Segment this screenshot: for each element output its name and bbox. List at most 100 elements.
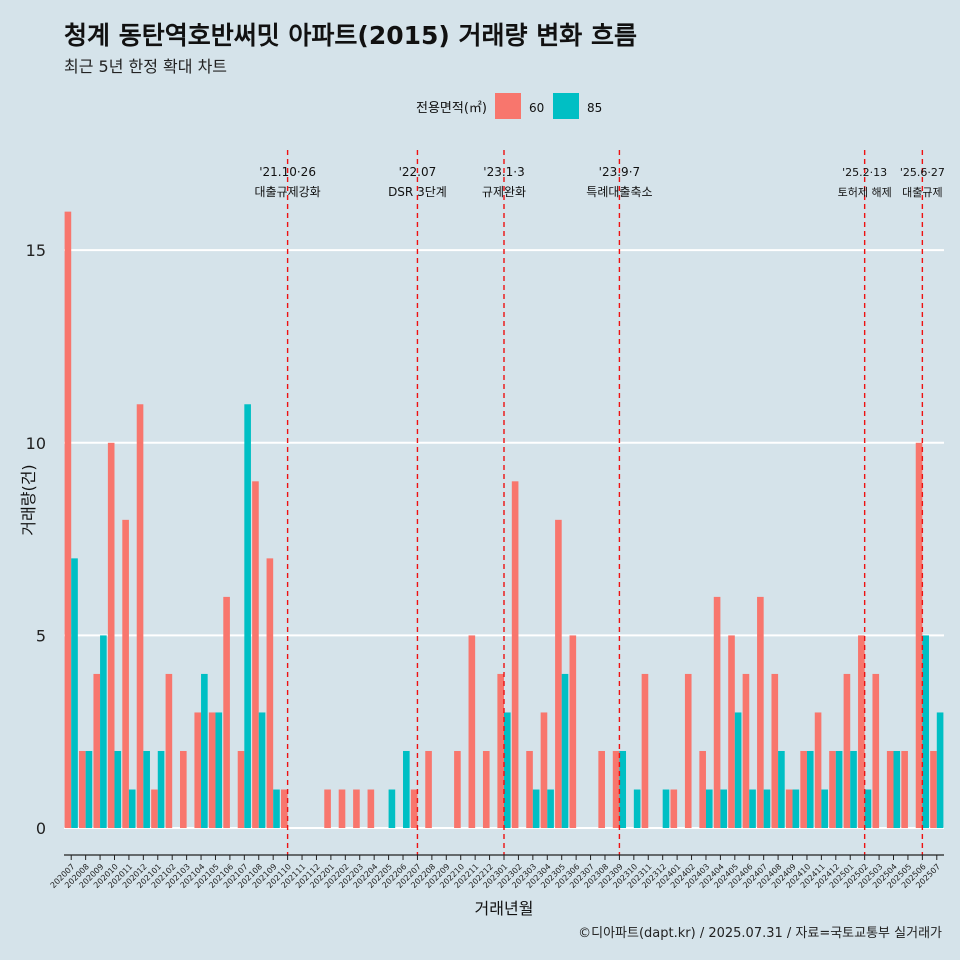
bar-85-202312 xyxy=(662,789,670,829)
legend: 전용면적(㎡) 60 85 xyxy=(416,93,602,119)
event-date: '22.07 xyxy=(399,165,437,179)
bar-60-202211 xyxy=(468,635,476,829)
bar-85-202405 xyxy=(734,712,742,829)
bar-60-202101 xyxy=(151,789,158,829)
legend-title: 전용면적(㎡) xyxy=(416,101,487,116)
bar-60-202212 xyxy=(482,750,490,829)
event-label: 규제완화 xyxy=(482,185,526,199)
bar-85-202205 xyxy=(388,789,396,829)
bar-85-202101 xyxy=(157,750,165,829)
bar-60-202401 xyxy=(670,789,678,829)
bar-85-202008 xyxy=(85,750,93,829)
bar-85-202406 xyxy=(749,789,756,829)
event-label: DSR 3단계 xyxy=(388,185,447,199)
bar-60-202311 xyxy=(641,673,649,829)
bar-60-202108 xyxy=(252,481,259,829)
bar-85-202007 xyxy=(71,558,78,829)
bar-85-202409 xyxy=(792,789,800,829)
bar-85-202504 xyxy=(893,750,901,829)
event-date: '21.10·26 xyxy=(259,165,316,179)
bar-60-202202 xyxy=(338,789,346,829)
bar-60-202008 xyxy=(79,750,86,829)
chart-subtitle: 최근 5년 한정 확대 차트 xyxy=(64,57,228,76)
legend-swatch-60 xyxy=(495,93,521,119)
bar-85-202501 xyxy=(850,750,857,829)
bar-60-202301 xyxy=(497,673,504,829)
bar-60-202402 xyxy=(684,673,692,829)
bar-85-202408 xyxy=(778,750,785,829)
bar-60-202504 xyxy=(886,750,894,829)
bar-60-202305 xyxy=(555,519,562,829)
bar-60-202412 xyxy=(829,750,836,829)
x-axis-label: 거래년월 xyxy=(475,899,534,918)
bar-60-202408 xyxy=(771,673,779,829)
bar-60-202207 xyxy=(410,789,418,829)
bar-85-202105 xyxy=(215,712,223,829)
bar-60-202109 xyxy=(266,558,274,829)
y-tick-label: 15 xyxy=(26,241,46,260)
bar-85-202502 xyxy=(864,789,872,829)
bar-60-202208 xyxy=(425,750,432,829)
bar-85-202010 xyxy=(114,750,122,829)
event-label: 특례대출축소 xyxy=(586,185,652,199)
bar-60-202010 xyxy=(107,442,115,829)
chart-title: 청계 동탄역호반써밋 아파트(2015) 거래량 변화 흐름 xyxy=(64,21,637,50)
bar-60-202106 xyxy=(223,596,230,829)
bar-60-202303 xyxy=(526,750,533,829)
bar-85-202411 xyxy=(821,789,828,829)
bar-85-202412 xyxy=(835,750,843,829)
bar-60-202505 xyxy=(901,750,908,829)
bar-85-202410 xyxy=(806,750,814,829)
bar-60-202302 xyxy=(511,481,519,829)
bar-60-202309 xyxy=(612,750,620,829)
bar-60-202107 xyxy=(237,750,245,829)
bar-60-202304 xyxy=(540,712,548,829)
bar-60-202409 xyxy=(785,789,793,829)
event-label: 대출규제 xyxy=(902,186,942,199)
event-date: '23.9·7 xyxy=(599,165,640,179)
bar-85-202206 xyxy=(403,750,410,829)
bar-60-202103 xyxy=(180,750,187,829)
event-date: '25.6·27 xyxy=(900,166,945,179)
bar-60-202210 xyxy=(454,750,461,829)
legend-label-60: 60 xyxy=(529,101,544,115)
bar-60-202406 xyxy=(742,673,750,829)
bar-85-202404 xyxy=(720,789,728,829)
y-axis-label: 거래량(건) xyxy=(19,464,38,535)
y-tick-label: 0 xyxy=(36,819,46,838)
bar-60-202009 xyxy=(93,673,101,829)
bar-85-202407 xyxy=(763,789,771,829)
bar-60-202007 xyxy=(64,211,72,829)
bar-60-202110 xyxy=(280,789,288,829)
legend-label-85: 85 xyxy=(587,101,602,115)
bar-60-202012 xyxy=(136,404,144,829)
bar-60-202203 xyxy=(353,789,360,829)
legend-swatch-85 xyxy=(553,93,579,119)
bar-85-202305 xyxy=(561,673,569,829)
bar-85-202507 xyxy=(936,712,944,829)
bar-60-202102 xyxy=(165,673,173,829)
bar-60-202407 xyxy=(757,596,764,829)
bar-85-202012 xyxy=(143,750,150,829)
bar-60-202405 xyxy=(728,635,735,829)
bar-60-202105 xyxy=(208,712,216,829)
bar-85-202011 xyxy=(128,789,136,829)
bar-60-202503 xyxy=(872,673,880,829)
bar-60-202201 xyxy=(324,789,331,829)
y-tick-label: 5 xyxy=(36,626,46,645)
event-date: '23.1·3 xyxy=(483,165,524,179)
bar-60-202404 xyxy=(713,596,721,829)
bar-85-202109 xyxy=(273,789,280,829)
bar-85-202310 xyxy=(633,789,641,829)
bar-85-202104 xyxy=(201,673,208,829)
bar-85-202403 xyxy=(705,789,713,829)
bar-60-202502 xyxy=(858,635,865,829)
bar-60-202411 xyxy=(814,712,822,829)
bar-85-202304 xyxy=(547,789,554,829)
bar-85-202107 xyxy=(244,404,251,829)
bar-60-202410 xyxy=(800,750,807,829)
bar-60-202308 xyxy=(598,750,605,829)
y-tick-label: 10 xyxy=(26,434,46,453)
bar-60-202306 xyxy=(569,635,577,829)
